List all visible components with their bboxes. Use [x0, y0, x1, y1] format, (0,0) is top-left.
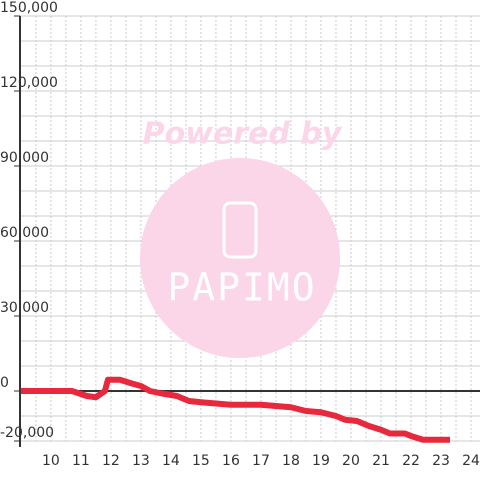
watermark-icon	[222, 201, 258, 259]
y-tick-label: 60,000	[0, 225, 49, 241]
x-tick-label: 11	[72, 453, 90, 469]
x-tick-label: 12	[102, 453, 120, 469]
x-tick-label: 10	[42, 453, 60, 469]
x-tick-label: 18	[282, 453, 300, 469]
x-tick-label: 16	[222, 453, 240, 469]
y-tick-label: 90,000	[0, 150, 49, 166]
x-tick-label: 19	[312, 453, 330, 469]
x-tick-label: 17	[252, 453, 270, 469]
x-tick-label: 14	[162, 453, 180, 469]
y-tick-label: 30,000	[0, 300, 49, 316]
y-tick-label: 0	[0, 375, 9, 391]
x-tick-label: 21	[372, 453, 390, 469]
watermark-title: Powered by	[143, 117, 343, 152]
y-tick-label: 120,000	[0, 75, 58, 91]
watermark-brand: PAPIMO	[167, 266, 316, 310]
x-tick-label: 20	[342, 453, 360, 469]
line-series	[20, 376, 450, 443]
y-tick-label: 150,000	[0, 0, 58, 16]
x-tick-label: 24	[462, 453, 480, 469]
x-tick-label: 22	[402, 453, 420, 469]
x-tick-label: 13	[132, 453, 150, 469]
y-tick-label: -20,000	[0, 425, 54, 441]
x-tick-label: 15	[192, 453, 210, 469]
x-tick-label: 23	[432, 453, 450, 469]
